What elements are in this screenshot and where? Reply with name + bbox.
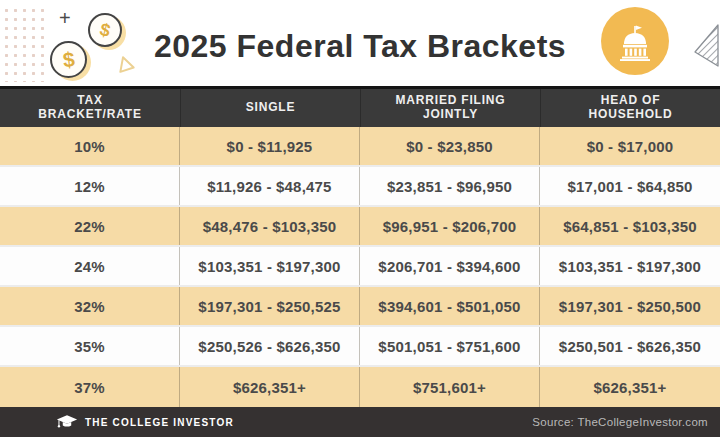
single-range-cell: $626,351+	[180, 367, 360, 407]
rate-cell: 35%	[0, 327, 180, 365]
married-range-cell: $96,951 - $206,700	[360, 207, 540, 245]
rate-cell: 22%	[0, 207, 180, 245]
household-range-cell: $103,351 - $197,300	[540, 247, 720, 285]
rate-cell: 37%	[0, 367, 180, 407]
married-range-cell: $206,701 - $394,600	[360, 247, 540, 285]
household-range-cell: $197,301 - $250,500	[540, 287, 720, 325]
tax-bracket-row: 35% $250,526 - $626,350 $501,051 - $751,…	[0, 327, 720, 367]
married-range-cell: $394,601 - $501,050	[360, 287, 540, 325]
brand-logo: THE COLLEGE INVESTOR	[56, 414, 234, 430]
tax-bracket-row: 10% $0 - $11,925 $0 - $23,850 $0 - $17,0…	[0, 127, 720, 167]
title-band: + $ $ 2025 Federal Tax Brackets	[0, 0, 720, 86]
tax-bracket-row: 37% $626,351+ $751,601+ $626,351+	[0, 367, 720, 407]
table-body: 10% $0 - $11,925 $0 - $23,850 $0 - $17,0…	[0, 127, 720, 407]
household-range-cell: $0 - $17,000	[540, 127, 720, 165]
single-range-cell: $197,301 - $250,525	[180, 287, 360, 325]
column-header-household: HEAD OF HOUSEHOLD	[540, 89, 720, 127]
married-range-cell: $501,051 - $751,600	[360, 327, 540, 365]
brand-name: THE COLLEGE INVESTOR	[85, 417, 234, 428]
household-range-cell: $250,501 - $626,350	[540, 327, 720, 365]
single-range-cell: $11,926 - $48,475	[180, 167, 360, 205]
column-header-label: MARRIED FILING JOINTLY	[385, 94, 517, 122]
married-range-cell: $751,601+	[360, 367, 540, 407]
column-header-married: MARRIED FILING JOINTLY	[360, 89, 540, 127]
hatched-triangle-icon	[693, 23, 720, 69]
rate-cell: 10%	[0, 127, 180, 165]
tax-bracket-row: 24% $103,351 - $197,300 $206,701 - $394,…	[0, 247, 720, 287]
household-range-cell: $17,001 - $64,850	[540, 167, 720, 205]
household-range-cell: $64,851 - $103,350	[540, 207, 720, 245]
dollar-coin-icon: $	[88, 13, 122, 47]
married-range-cell: $0 - $23,850	[360, 127, 540, 165]
page-title: 2025 Federal Tax Brackets	[154, 22, 566, 65]
column-header-label: SINGLE	[246, 101, 295, 115]
column-header-label: HEAD OF HOUSEHOLD	[565, 94, 697, 122]
plus-icon: +	[59, 8, 71, 28]
single-range-cell: $48,476 - $103,350	[180, 207, 360, 245]
tax-bracket-row: 32% $197,301 - $250,525 $394,601 - $501,…	[0, 287, 720, 327]
single-range-cell: $0 - $11,925	[180, 127, 360, 165]
tax-bracket-row: 12% $11,926 - $48,475 $23,851 - $96,950 …	[0, 167, 720, 207]
tax-brackets-infographic: + $ $ 2025 Federal Tax Brackets	[0, 0, 720, 437]
single-range-cell: $250,526 - $626,350	[180, 327, 360, 365]
dollar-sign: $	[98, 19, 113, 42]
source-attribution: Source: TheCollegeInvestor.com	[532, 416, 708, 428]
rate-cell: 12%	[0, 167, 180, 205]
married-range-cell: $23,851 - $96,950	[360, 167, 540, 205]
column-header-label: TAX BRACKET/RATE	[24, 94, 156, 122]
dollar-coin-icon: $	[50, 41, 87, 78]
footer-bar: THE COLLEGE INVESTOR Source: TheCollegeI…	[0, 407, 720, 437]
triangle-outline-icon	[114, 53, 136, 75]
tax-bracket-row: 22% $48,476 - $103,350 $96,951 - $206,70…	[0, 207, 720, 247]
table-header-row: TAX BRACKET/RATE SINGLE MARRIED FILING J…	[0, 86, 720, 127]
household-range-cell: $626,351+	[540, 367, 720, 407]
single-range-cell: $103,351 - $197,300	[180, 247, 360, 285]
column-header-single: SINGLE	[180, 89, 360, 127]
capitol-building-icon	[601, 7, 669, 75]
rate-cell: 32%	[0, 287, 180, 325]
column-header-rate: TAX BRACKET/RATE	[0, 89, 180, 127]
rate-cell: 24%	[0, 247, 180, 285]
graduation-cap-icon	[56, 414, 78, 430]
dollar-sign: $	[61, 47, 75, 72]
dot-grid-decoration	[2, 6, 48, 82]
